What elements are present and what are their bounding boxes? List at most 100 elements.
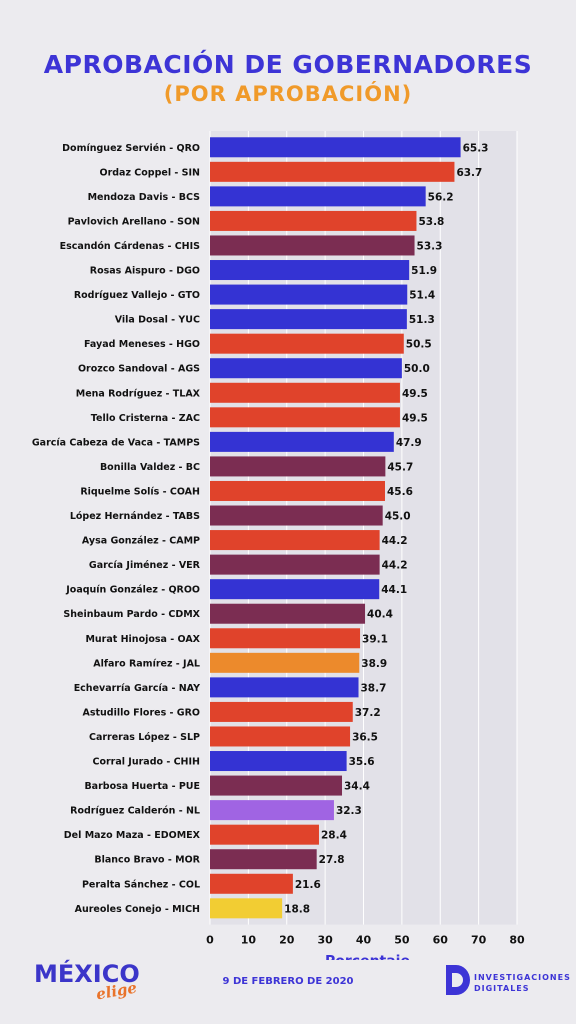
category-label: Tello Cristerna - ZAC	[91, 413, 200, 424]
bar	[210, 358, 402, 379]
bar	[210, 677, 359, 698]
value-label: 45.7	[387, 461, 413, 473]
value-label: 38.7	[361, 682, 387, 694]
value-label: 44.2	[382, 560, 408, 572]
category-label: Escandón Cárdenas - CHIS	[60, 241, 201, 252]
value-label: 53.3	[417, 240, 443, 252]
value-label: 63.7	[456, 167, 482, 179]
bar	[210, 407, 400, 428]
d-logo-icon	[446, 965, 470, 995]
bar	[210, 505, 383, 526]
bar	[210, 456, 386, 477]
category-label: Sheinbaum Pardo - CDMX	[63, 609, 200, 620]
brand-line2: DIGITALES	[474, 984, 530, 993]
bar	[210, 824, 319, 845]
category-label: Vila Dosal - YUC	[115, 315, 200, 326]
value-label: 53.8	[418, 216, 444, 228]
x-tick-label: 0	[206, 934, 214, 947]
category-label: Astudillo Flores - GRO	[82, 707, 200, 718]
value-label: 44.1	[381, 584, 407, 596]
category-label: Rodríguez Calderón - NL	[70, 806, 200, 817]
value-label: 37.2	[355, 707, 381, 719]
category-label: Rosas Aispuro - DGO	[90, 266, 200, 277]
x-tick-label: 20	[279, 934, 295, 947]
value-label: 65.3	[463, 142, 489, 154]
bar	[210, 137, 461, 158]
x-tick-label: 40	[356, 934, 372, 947]
value-label: 39.1	[362, 633, 388, 645]
value-label: 38.9	[361, 658, 387, 670]
value-label: 27.8	[319, 854, 345, 866]
value-label: 18.8	[284, 903, 310, 915]
value-label: 49.5	[402, 388, 428, 400]
value-label: 28.4	[321, 830, 347, 842]
x-tick-label: 80	[509, 934, 525, 947]
value-label: 21.6	[295, 879, 321, 891]
bar	[210, 382, 400, 403]
bar	[210, 554, 380, 575]
value-label: 47.9	[396, 437, 422, 449]
bar	[210, 579, 380, 600]
value-label: 50.5	[406, 339, 432, 351]
value-label: 36.5	[352, 731, 378, 743]
value-label: 32.3	[336, 805, 362, 817]
value-label: 34.4	[344, 781, 370, 793]
value-label: 50.0	[404, 363, 430, 375]
value-label: 49.5	[402, 412, 428, 424]
publication-date: 9 DE FEBRERO DE 2020	[222, 976, 354, 987]
x-tick-label: 50	[394, 934, 410, 947]
bar	[210, 898, 283, 919]
bar	[210, 652, 360, 673]
bar	[210, 530, 380, 551]
bar	[210, 849, 317, 870]
bar	[210, 309, 407, 330]
bar-chart: Domínguez Servién - QRO 65.3 Ordaz Coppel …	[32, 131, 525, 960]
bar	[210, 628, 361, 649]
bar	[210, 480, 385, 501]
bar	[210, 800, 334, 821]
bar	[210, 161, 455, 182]
category-label: Pavlovich Arellano - SON	[68, 216, 200, 227]
category-label: Mendoza Davis - BCS	[88, 192, 201, 203]
category-label: Fayad Meneses - HGO	[84, 339, 200, 350]
category-label: Barbosa Huerta - PUE	[84, 781, 200, 792]
value-label: 35.6	[349, 756, 375, 768]
category-label: Alfaro Ramírez - JAL	[93, 658, 200, 669]
brand-line1: INVESTIGACIONES	[474, 973, 571, 982]
value-label: 40.4	[367, 609, 393, 621]
value-label: 44.2	[382, 535, 408, 547]
value-label: 51.4	[409, 290, 435, 302]
value-label: 45.0	[385, 511, 411, 523]
x-tick-label: 70	[471, 934, 487, 947]
category-label: Joaquín González - QROO	[65, 585, 200, 596]
bar	[210, 701, 353, 722]
value-label: 56.2	[428, 191, 454, 203]
bar	[210, 431, 394, 452]
bar	[210, 603, 366, 624]
value-label: 51.9	[411, 265, 437, 277]
chart-subtitle: (POR APROBACIÓN)	[163, 82, 413, 106]
category-label: Mena Rodríguez - TLAX	[76, 388, 201, 399]
x-tick-label: 30	[317, 934, 333, 947]
category-label: Bonilla Valdez - BC	[100, 462, 200, 473]
bar	[210, 775, 343, 796]
category-label: Blanco Bravo - MOR	[94, 855, 200, 866]
category-label: Aureoles Conejo - MICH	[75, 904, 200, 915]
bar	[210, 726, 351, 747]
category-label: Carreras López - SLP	[89, 732, 200, 743]
category-label: Rodríguez Vallejo - GTO	[74, 290, 200, 301]
category-label: López Hernández - TABS	[70, 511, 200, 522]
bar	[210, 333, 404, 354]
category-label: Echevarría García - NAY	[74, 683, 200, 694]
category-label: Orozco Sandoval - AGS	[78, 364, 200, 375]
category-label: García Cabeza de Vaca - TAMPS	[32, 437, 200, 448]
bar	[210, 751, 347, 772]
value-label: 51.3	[409, 314, 435, 326]
category-label: García Jiménez - VER	[89, 560, 201, 571]
category-label: Ordaz Coppel - SIN	[100, 167, 201, 178]
bar	[210, 186, 426, 207]
mexico-elige-logo: MÉXICO	[34, 960, 140, 988]
category-label: Aysa González - CAMP	[82, 536, 200, 547]
investigaciones-digitales-brand: INVESTIGACIONES DIGITALES	[474, 972, 571, 994]
x-tick-label: 10	[241, 934, 257, 947]
